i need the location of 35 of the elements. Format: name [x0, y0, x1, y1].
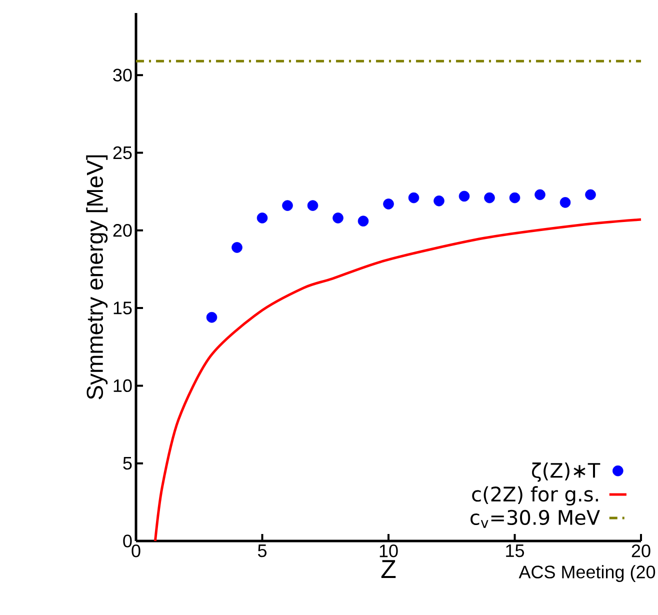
point [232, 242, 242, 253]
point [206, 312, 218, 323]
y-tick-label: 5 [123, 457, 132, 470]
x-tick-label: 10 [380, 544, 398, 558]
y-axis-title: Symmetry energy [MeV] [86, 155, 108, 400]
y-tick-label: 15 [114, 302, 132, 314]
legend-label: ζ(Z)∗T [532, 462, 600, 482]
point [534, 189, 546, 200]
y-tick-label: 30 [113, 68, 132, 82]
point [408, 192, 420, 204]
line-series [154, 218, 642, 542]
point [434, 195, 444, 206]
point [560, 197, 571, 208]
point [383, 198, 394, 210]
y-tick-label: 0 [123, 534, 132, 548]
legend-label: c(2Z) for g.s. [472, 486, 598, 506]
point [282, 200, 293, 211]
legend-label: c$_{v}$=30.9 MeV [470, 510, 600, 528]
point [332, 212, 344, 224]
x-axis-title: Z [381, 560, 396, 578]
x-tick-label: 15 [506, 544, 524, 558]
point [509, 192, 520, 204]
point [358, 216, 369, 226]
y-tick-label: 20 [113, 224, 132, 237]
point [484, 192, 495, 204]
text: ACS Meeting (20 [518, 565, 656, 582]
point [307, 200, 318, 211]
x-tick-label: 20 [632, 544, 650, 558]
y-tick-label: 10 [114, 379, 132, 392]
point [585, 189, 596, 200]
y-tick-label: 25 [113, 146, 132, 160]
point [256, 212, 268, 224]
x-tick-label: 0 [132, 544, 140, 558]
x-tick-label: 5 [258, 544, 267, 558]
point [458, 190, 470, 202]
